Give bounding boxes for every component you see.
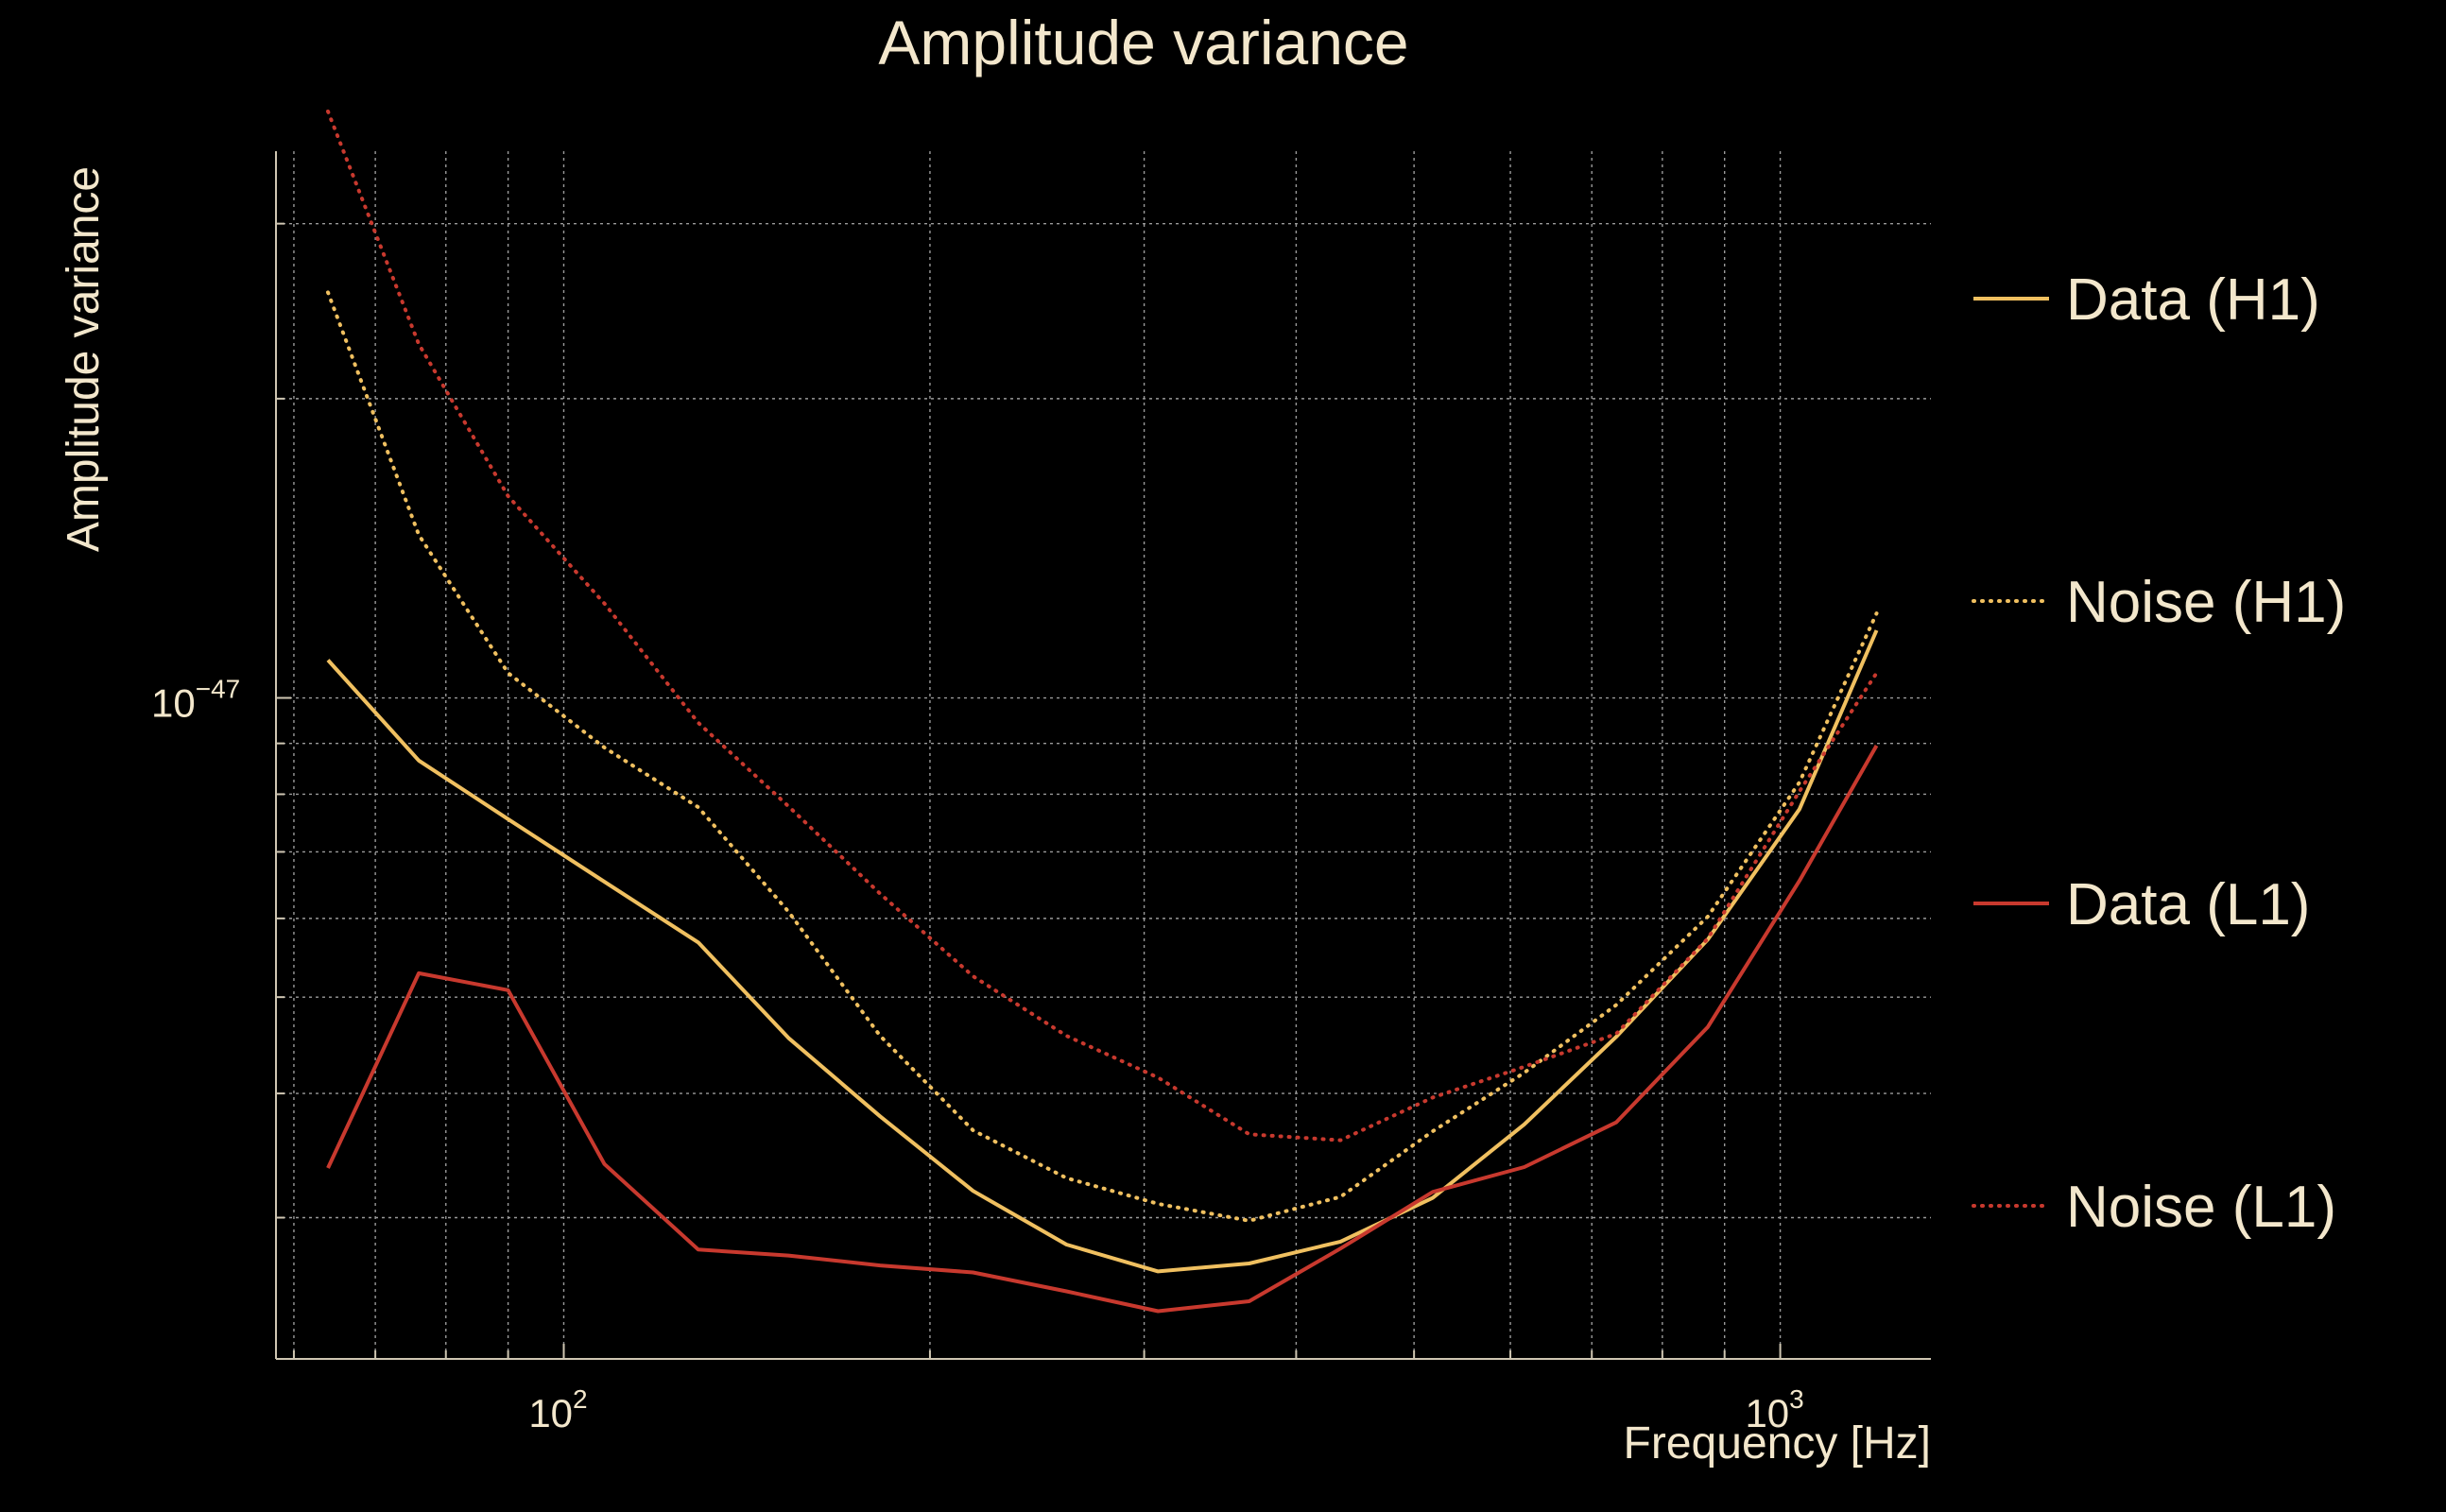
legend-label-data-l1: Data (L1) bbox=[2066, 872, 2310, 937]
grid bbox=[276, 151, 1931, 1359]
chart-title: Amplitude variance bbox=[878, 8, 1408, 77]
axes bbox=[275, 151, 1931, 1360]
legend: Data (H1) Noise (H1) Data (L1) Noise (L1) bbox=[1972, 267, 2346, 1240]
legend-label-noise-h1: Noise (H1) bbox=[2066, 570, 2346, 635]
y-tick-label: 10−47 bbox=[151, 675, 240, 726]
x-tick-label: 103 bbox=[1745, 1384, 1803, 1435]
series bbox=[326, 109, 1879, 1314]
series-line-noise-h1 bbox=[326, 290, 1879, 1223]
x-tick-label: 102 bbox=[528, 1384, 587, 1435]
ticks: 102 103 10−47 bbox=[151, 222, 1804, 1435]
series-line-data-h1 bbox=[326, 629, 1879, 1274]
series-line-data-l1 bbox=[326, 745, 1879, 1314]
legend-label-noise-l1: Noise (L1) bbox=[2066, 1175, 2336, 1240]
series-line-noise-l1 bbox=[326, 109, 1879, 1143]
x-axis-label: Frequency [Hz] bbox=[1624, 1418, 1931, 1469]
y-axis-label: Amplitude variance bbox=[59, 166, 109, 552]
legend-label-data-h1: Data (H1) bbox=[2066, 267, 2320, 333]
